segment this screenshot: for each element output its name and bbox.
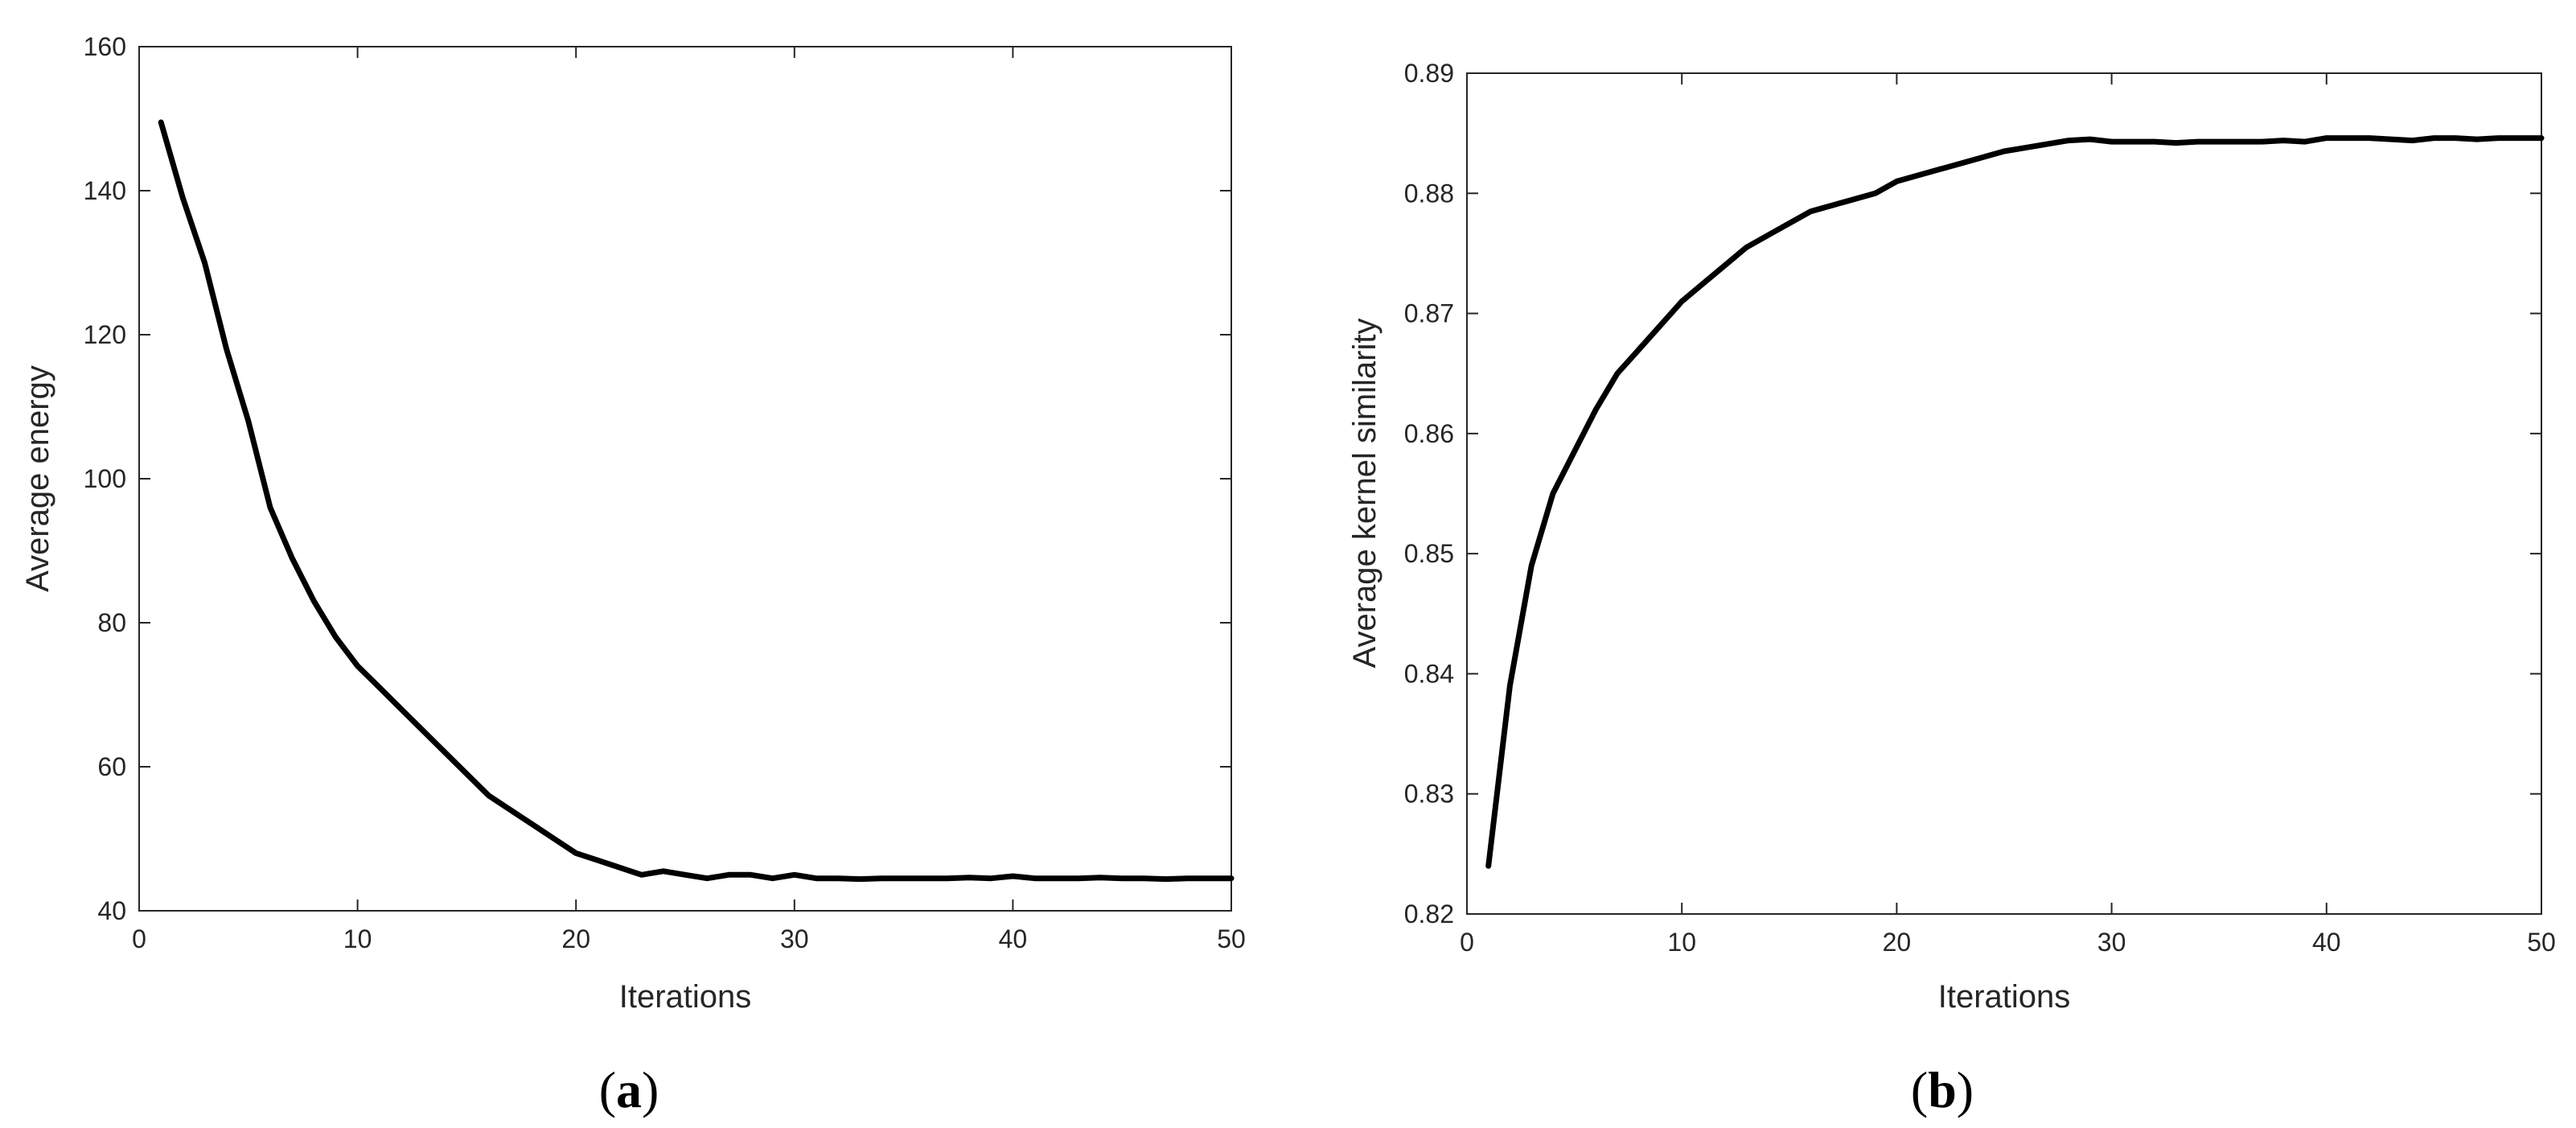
x-tick-label-b: 20 bbox=[1883, 928, 1912, 957]
y-axis-label-a: Average energy bbox=[20, 365, 55, 592]
x-tick-label-a: 50 bbox=[1217, 924, 1246, 953]
y-tick-label-b: 0.84 bbox=[1404, 659, 1454, 688]
y-tick-label-a: 40 bbox=[97, 896, 126, 925]
chart-panel-a: 0 10 20 30 40 50 40 60 80 100 120 140 160 Iterations… bbox=[20, 32, 1246, 1118]
plot-frame-a bbox=[138, 46, 1232, 912]
y-tick-label-a: 100 bbox=[84, 464, 126, 493]
chart-panel-b: 0 10 20 30 40 50 0.82 0.83 0.84 0.85 0.86 0.87 0.88 0… bbox=[1347, 59, 2556, 1118]
x-tick-label-b: 40 bbox=[2312, 928, 2341, 957]
y-tick-label-b: 0.87 bbox=[1404, 299, 1454, 328]
y-tick-label-b: 0.82 bbox=[1404, 900, 1454, 928]
y-tick-label-a: 80 bbox=[97, 608, 126, 637]
series-line-average-kernel-similarity bbox=[1485, 135, 2545, 869]
x-axis-label-a: Iterations bbox=[619, 979, 752, 1015]
panel-label-b: (b) bbox=[1911, 1061, 1974, 1118]
x-tick-label-a: 20 bbox=[561, 924, 590, 953]
x-tick-label-a: 40 bbox=[999, 924, 1028, 953]
y-tick-label-b: 0.86 bbox=[1404, 419, 1454, 448]
x-tick-label-b: 50 bbox=[2527, 928, 2556, 957]
series-line-average-energy bbox=[158, 119, 1235, 883]
y-tick-label-b: 0.89 bbox=[1404, 59, 1454, 88]
x-tick-label-a: 10 bbox=[343, 924, 372, 953]
y-tick-label-a: 120 bbox=[84, 320, 126, 349]
x-tick-label-a: 30 bbox=[780, 924, 809, 953]
x-tick-label-b: 0 bbox=[1460, 928, 1474, 957]
x-tick-label-b: 10 bbox=[1667, 928, 1696, 957]
y-tick-label-b: 0.88 bbox=[1404, 179, 1454, 208]
x-axis-label-b: Iterations bbox=[1938, 979, 2071, 1015]
y-tick-label-b: 0.85 bbox=[1404, 539, 1454, 568]
x-tick-label-b: 30 bbox=[2097, 928, 2126, 957]
y-tick-label-a: 160 bbox=[84, 32, 126, 61]
ticks-a: 0 10 20 30 40 50 40 60 80 100 120 140 160 bbox=[84, 32, 1246, 953]
y-tick-label-b: 0.83 bbox=[1404, 780, 1454, 809]
x-tick-label-a: 0 bbox=[132, 924, 146, 953]
ticks-b: 0 10 20 30 40 50 0.82 0.83 0.84 0.85 0.86 0.87 0.88 0… bbox=[1404, 59, 2556, 957]
plot-frame-b bbox=[1466, 72, 2542, 915]
y-tick-label-a: 60 bbox=[97, 752, 126, 781]
y-tick-label-a: 140 bbox=[84, 176, 126, 205]
panel-label-a: (a) bbox=[599, 1061, 659, 1118]
y-axis-label-b: Average kernel similarity bbox=[1347, 319, 1382, 669]
